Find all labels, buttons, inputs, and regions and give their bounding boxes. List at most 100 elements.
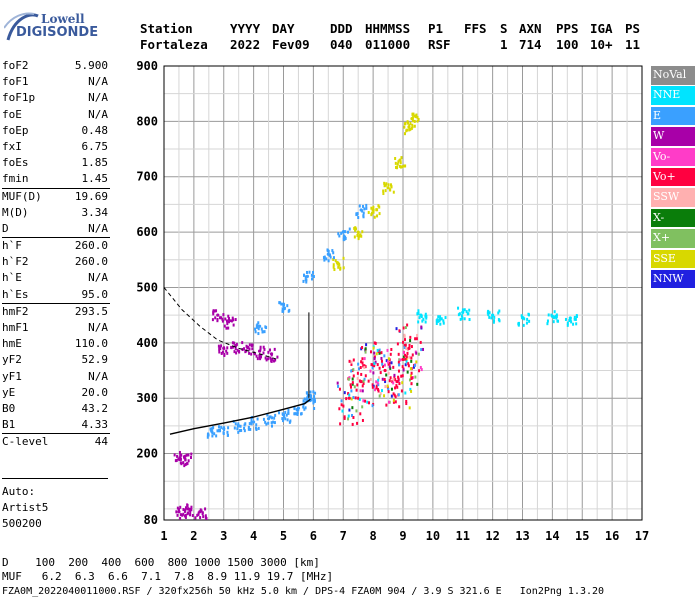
echo-mark <box>458 312 461 316</box>
param-row: foF1p N/A <box>2 90 110 106</box>
echo-mark <box>311 277 314 281</box>
echo-mark <box>265 358 268 362</box>
echo-mark <box>403 346 406 350</box>
echo-mark <box>232 318 235 322</box>
legend-entry: SSW <box>651 188 695 207</box>
echo-mark <box>364 350 367 354</box>
echo-mark <box>384 380 387 384</box>
echo-mark <box>442 321 445 325</box>
echo-mark <box>497 318 500 322</box>
echo-mark <box>250 352 253 356</box>
echo-mark <box>351 413 354 417</box>
echo-mark <box>256 417 259 421</box>
echo-mark <box>312 401 315 405</box>
echo-mark <box>266 413 269 417</box>
echo-mark <box>347 414 350 418</box>
echo-mark <box>393 373 396 377</box>
echo-mark <box>356 377 359 381</box>
echo-mark <box>572 322 575 326</box>
echo-mark <box>256 325 259 329</box>
echo-mark <box>264 356 267 360</box>
echo-mark <box>222 313 225 317</box>
header-value-9: 100 <box>556 37 579 52</box>
echo-mark <box>302 399 305 403</box>
trace-point <box>356 230 360 234</box>
echo-mark <box>357 362 360 366</box>
echo-mark <box>396 342 399 346</box>
echo-mark <box>329 255 332 259</box>
echo-mark <box>404 391 407 395</box>
echo-mark <box>220 425 223 429</box>
echo-mark <box>337 384 340 388</box>
echo-mark <box>407 362 410 366</box>
x-tick-label: 2 <box>190 529 197 543</box>
echo-mark <box>403 164 406 168</box>
echo-mark <box>250 419 253 423</box>
echo-mark <box>363 377 366 381</box>
echo-mark <box>573 315 576 319</box>
echo-mark <box>348 359 351 363</box>
echo-mark <box>183 514 186 518</box>
echo-mark <box>184 515 187 519</box>
echo-mark <box>396 166 399 170</box>
echo-mark <box>350 385 353 389</box>
echo-mark <box>230 345 233 349</box>
echo-mark <box>187 453 190 457</box>
echo-mark <box>191 514 194 518</box>
echo-mark <box>380 359 383 363</box>
param-row: MUF(D) 19.69 <box>2 187 110 205</box>
trace-point <box>222 346 226 350</box>
x-tick-label: 9 <box>399 529 406 543</box>
echo-mark <box>385 403 388 407</box>
echo-mark <box>221 350 224 354</box>
echo-mark <box>383 354 386 358</box>
echo-mark <box>355 388 358 392</box>
param-row: D N/A <box>2 221 110 237</box>
echo-mark <box>364 347 367 351</box>
echo-mark <box>269 415 272 419</box>
trace-point <box>407 346 411 350</box>
echo-mark <box>397 352 400 356</box>
param-row: h`F2 260.0 <box>2 254 110 270</box>
echo-mark <box>366 400 369 404</box>
echo-mark <box>343 415 346 419</box>
auto-line: 500200 <box>2 517 42 530</box>
echo-mark <box>334 259 337 263</box>
echo-mark <box>403 338 406 342</box>
echo-mark <box>258 354 261 358</box>
echo-mark <box>341 409 344 413</box>
echo-mark <box>289 419 292 423</box>
echo-mark <box>176 513 179 517</box>
echo-mark <box>351 377 354 381</box>
echo-mark <box>413 119 416 123</box>
echo-mark <box>342 238 345 242</box>
echo-mark <box>356 371 359 375</box>
param-key: foEs <box>2 156 29 170</box>
echo-mark <box>179 461 182 465</box>
echo-mark <box>352 374 355 378</box>
echo-mark <box>256 323 259 327</box>
trace-point <box>401 357 405 362</box>
profile-curve <box>169 398 311 435</box>
echo-mark <box>332 265 335 269</box>
echo-mark <box>323 258 326 262</box>
echo-mark <box>440 317 443 321</box>
echo-mark <box>410 371 413 375</box>
y-tick-label: 900 <box>136 59 158 73</box>
echo-mark <box>402 368 405 372</box>
param-row: foEp 0.48 <box>2 123 110 139</box>
echo-mark <box>404 343 407 347</box>
echo-mark <box>398 363 401 367</box>
echo-mark <box>293 412 296 416</box>
param-value: 4.33 <box>81 418 109 432</box>
echo-mark <box>262 351 265 355</box>
echo-mark <box>409 335 412 339</box>
param-key: h`F2 <box>2 255 29 269</box>
echo-mark <box>285 413 288 417</box>
echo-mark <box>194 516 197 520</box>
echo-mark <box>546 319 549 323</box>
echo-mark <box>356 421 359 425</box>
param-row: foE N/A <box>2 107 110 123</box>
echo-mark <box>337 265 340 269</box>
echo-mark <box>389 188 392 192</box>
